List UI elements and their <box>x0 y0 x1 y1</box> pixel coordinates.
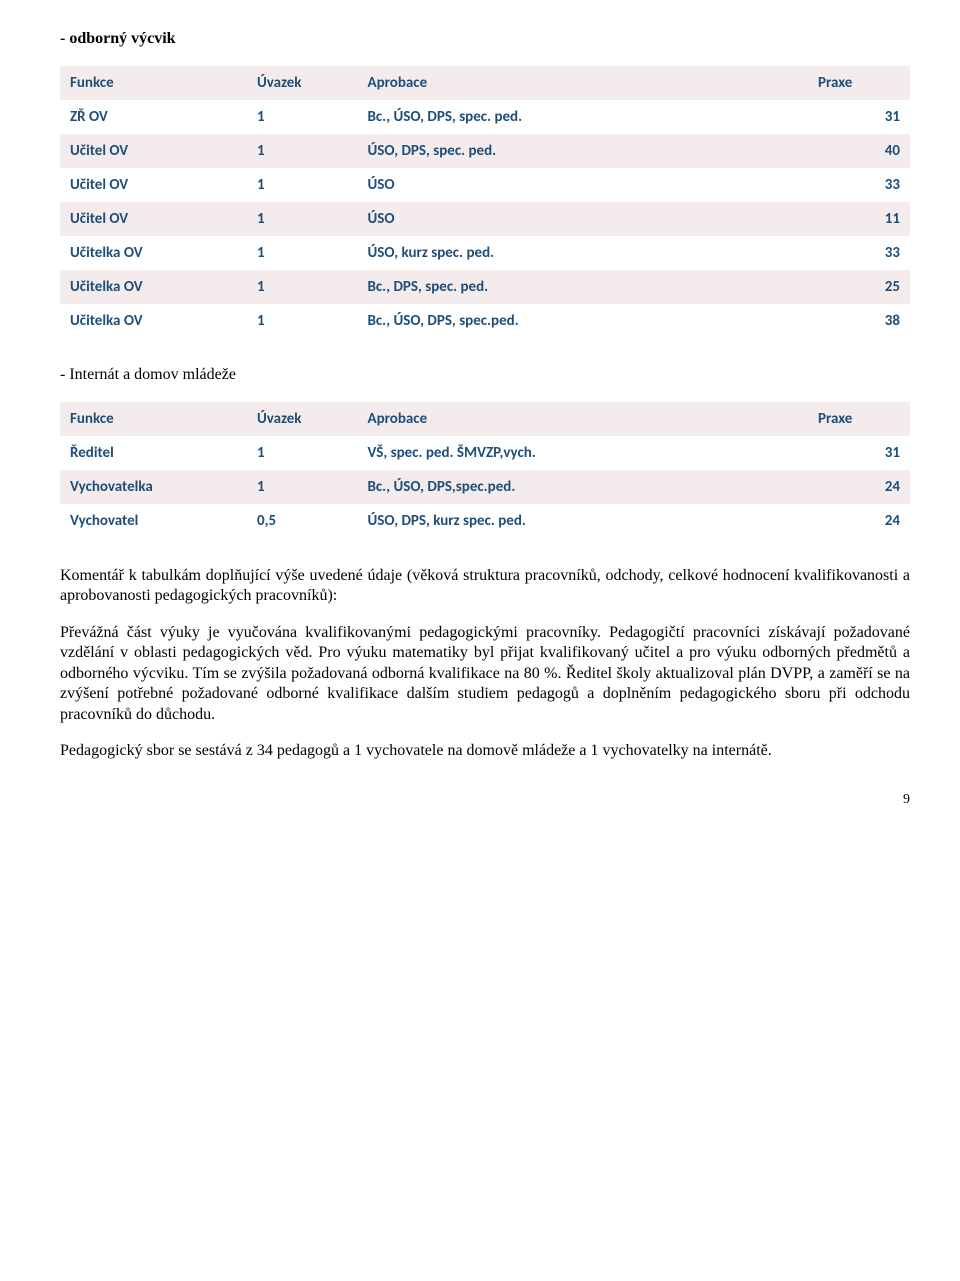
col-header-praxe-2: Praxe <box>808 402 910 436</box>
page-number: 9 <box>60 792 910 808</box>
table-cell: 1 <box>247 168 358 202</box>
col-header-aprobace: Aprobace <box>358 66 809 100</box>
table-cell: 1 <box>247 100 358 134</box>
table-cell: Bc., ÚSO, DPS, spec.ped. <box>358 304 809 338</box>
col-header-uvazek: Úvazek <box>247 66 358 100</box>
table-odborny-vycvik: Funkce Úvazek Aprobace Praxe ZŘ OV1Bc., … <box>60 66 910 338</box>
table-row: Učitelka OV1Bc., DPS, spec. ped.25 <box>60 270 910 304</box>
table-row: ZŘ OV1Bc., ÚSO, DPS, spec. ped.31 <box>60 100 910 134</box>
col-header-funkce-2: Funkce <box>60 402 247 436</box>
table-cell: ZŘ OV <box>60 100 247 134</box>
table-cell: Učitelka OV <box>60 236 247 270</box>
body-text: Komentář k tabulkám doplňující výše uved… <box>60 566 910 762</box>
table2-body: Ředitel1VŠ, spec. ped. ŠMVZP,vych.31Vych… <box>60 436 910 538</box>
table-cell: ÚSO, kurz spec. ped. <box>358 236 809 270</box>
table-row: Učitelka OV1Bc., ÚSO, DPS, spec.ped.38 <box>60 304 910 338</box>
table-cell: 1 <box>247 436 358 470</box>
paragraph-2: Převážná část výuky je vyučována kvalifi… <box>60 623 910 725</box>
table-cell: ÚSO, DPS, spec. ped. <box>358 134 809 168</box>
table-cell: ÚSO <box>358 168 809 202</box>
table-cell: 1 <box>247 270 358 304</box>
table-row: Vychovatel0,5ÚSO, DPS, kurz spec. ped.24 <box>60 504 910 538</box>
table1-body: ZŘ OV1Bc., ÚSO, DPS, spec. ped.31Učitel … <box>60 100 910 338</box>
table-cell: 1 <box>247 202 358 236</box>
paragraph-1: Komentář k tabulkám doplňující výše uved… <box>60 566 910 607</box>
table-cell: 1 <box>247 304 358 338</box>
table-cell: ÚSO <box>358 202 809 236</box>
table-cell: 24 <box>808 470 910 504</box>
table-cell: Bc., ÚSO, DPS, spec. ped. <box>358 100 809 134</box>
table-row: Učitel OV1ÚSO, DPS, spec. ped.40 <box>60 134 910 168</box>
table-cell: Vychovatelka <box>60 470 247 504</box>
table-internat: Funkce Úvazek Aprobace Praxe Ředitel1VŠ,… <box>60 402 910 538</box>
table-cell: 31 <box>808 436 910 470</box>
table-cell: Učitel OV <box>60 168 247 202</box>
table-row: Učitel OV1ÚSO11 <box>60 202 910 236</box>
table-cell: 31 <box>808 100 910 134</box>
table-cell: 33 <box>808 236 910 270</box>
section-heading-odborny-vycvik: - odborný výcvik <box>60 30 910 48</box>
table-cell: 1 <box>247 134 358 168</box>
col-header-praxe: Praxe <box>808 66 910 100</box>
col-header-uvazek-2: Úvazek <box>247 402 358 436</box>
table-row: Učitelka OV1ÚSO, kurz spec. ped.33 <box>60 236 910 270</box>
table-cell: 40 <box>808 134 910 168</box>
col-header-aprobace-2: Aprobace <box>358 402 809 436</box>
table-row: Ředitel1VŠ, spec. ped. ŠMVZP,vych.31 <box>60 436 910 470</box>
table-cell: 1 <box>247 470 358 504</box>
table-cell: 1 <box>247 236 358 270</box>
table-cell: 24 <box>808 504 910 538</box>
table-cell: Učitel OV <box>60 134 247 168</box>
table-cell: ÚSO, DPS, kurz spec. ped. <box>358 504 809 538</box>
col-header-funkce: Funkce <box>60 66 247 100</box>
table-cell: Vychovatel <box>60 504 247 538</box>
table-cell: Učitelka OV <box>60 304 247 338</box>
table-cell: Bc., ÚSO, DPS,spec.ped. <box>358 470 809 504</box>
table-cell: VŠ, spec. ped. ŠMVZP,vych. <box>358 436 809 470</box>
table-cell: 0,5 <box>247 504 358 538</box>
table-cell: Učitelka OV <box>60 270 247 304</box>
table-cell: Bc., DPS, spec. ped. <box>358 270 809 304</box>
table-cell: Učitel OV <box>60 202 247 236</box>
table-cell: Ředitel <box>60 436 247 470</box>
table-cell: 33 <box>808 168 910 202</box>
table-row: Vychovatelka1Bc., ÚSO, DPS,spec.ped.24 <box>60 470 910 504</box>
paragraph-3: Pedagogický sbor se sestává z 34 pedagog… <box>60 741 910 761</box>
table-cell: 25 <box>808 270 910 304</box>
table-cell: 38 <box>808 304 910 338</box>
table-row: Učitel OV1ÚSO33 <box>60 168 910 202</box>
section-heading-internat: - Internát a domov mládeže <box>60 366 910 384</box>
table-cell: 11 <box>808 202 910 236</box>
